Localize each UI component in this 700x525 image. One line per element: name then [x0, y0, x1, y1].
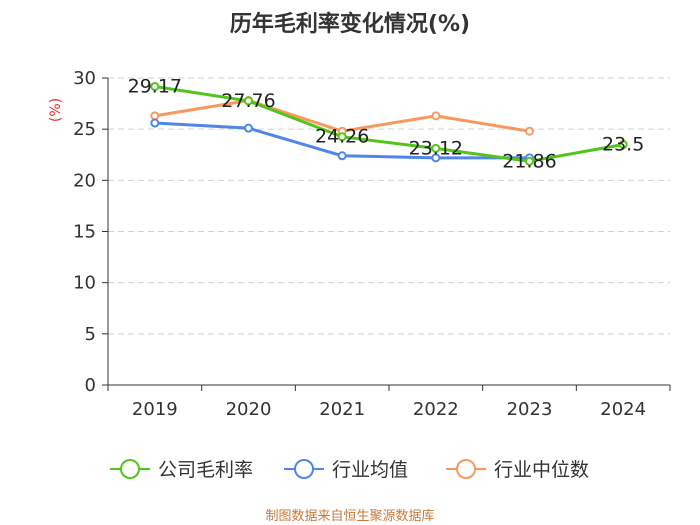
y-tick-label: 15 [73, 222, 96, 243]
x-tick-label: 2022 [413, 399, 459, 420]
legend-item[interactable]: 行业中位数 [446, 459, 589, 481]
data-point [431, 143, 441, 153]
legend-label: 行业均值 [332, 459, 408, 481]
legend-label: 公司毛利率 [158, 459, 253, 481]
legend-label: 行业中位数 [494, 459, 589, 481]
data-point [244, 123, 253, 133]
series-line [154, 85, 624, 163]
data-point [431, 153, 441, 163]
legend[interactable]: 公司毛利率 行业均值 行业中位数 [110, 459, 589, 481]
data-label: 29.17 [128, 75, 182, 97]
y-tick-label: 0 [85, 375, 96, 396]
data-labels: 29.17 27.76 24.26 23.12 21.86 23.5 [128, 75, 645, 172]
legend-item[interactable]: 公司毛利率 [110, 459, 253, 481]
x-tick-label: 2023 [507, 399, 553, 420]
data-point [525, 126, 534, 136]
source-note: 制图数据来自恒生聚源数据库 [265, 509, 435, 524]
y-tick-label: 5 [85, 324, 96, 345]
grid-lines [108, 77, 670, 335]
legend-marker [294, 459, 314, 479]
data-point [150, 111, 160, 121]
data-label: 23.5 [602, 134, 644, 156]
x-tick-label: 2021 [319, 399, 365, 420]
data-label: 23.12 [409, 137, 463, 159]
x-tick-label: 2024 [600, 399, 646, 420]
legend-marker [120, 459, 140, 479]
data-label: 27.76 [221, 90, 275, 112]
data-point [337, 132, 347, 142]
data-point [618, 140, 628, 150]
y-tick-label: 25 [73, 119, 96, 140]
y-tick-label: 10 [73, 273, 96, 294]
y-axis-label: (%) [48, 98, 64, 122]
data-point [150, 81, 160, 91]
legend-marker [456, 459, 476, 479]
series-lines [150, 81, 628, 166]
x-tick-label: 2020 [226, 399, 272, 420]
legend-item[interactable]: 行业均值 [284, 459, 408, 481]
data-label: 21.86 [502, 150, 556, 172]
data-point [431, 111, 441, 121]
data-label: 24.26 [315, 126, 369, 148]
axes: 0 5 10 15 20 25 30 (%) 2019 2020 2021 2022 2023 2024 [48, 68, 671, 420]
data-point [337, 151, 347, 161]
data-point [150, 118, 160, 128]
y-tick-label: 30 [73, 68, 96, 89]
y-tick-label: 20 [73, 170, 96, 191]
data-point [244, 96, 253, 106]
x-tick-label: 2019 [132, 399, 178, 420]
chart-title: 历年毛利率变化情况(%) [229, 12, 471, 37]
data-point [525, 156, 534, 166]
